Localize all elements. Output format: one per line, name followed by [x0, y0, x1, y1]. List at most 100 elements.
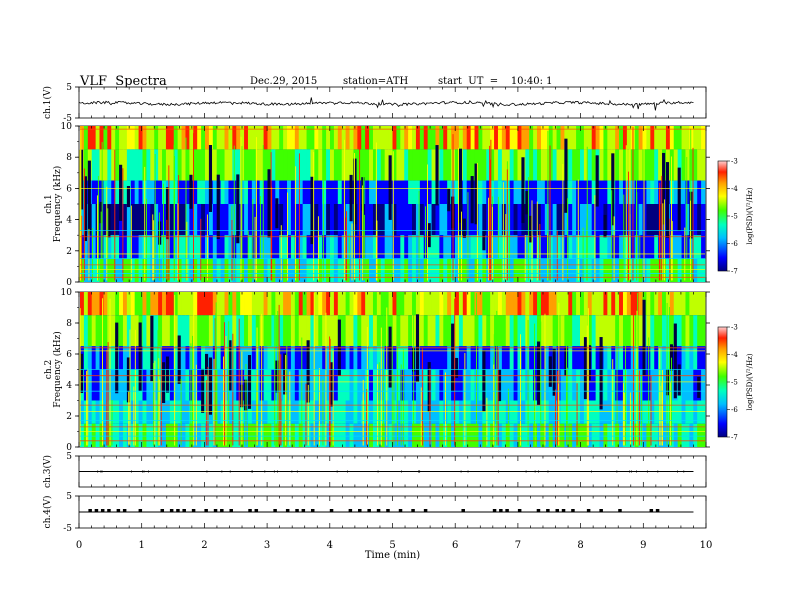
spec-cell [216, 258, 222, 282]
spec-cell [126, 315, 132, 347]
spec-cell [205, 315, 210, 347]
ch4-pulse [358, 509, 362, 512]
spec-cell [361, 315, 366, 347]
spec-cell [173, 292, 179, 316]
spec-cell [662, 346, 667, 370]
spec-cell [537, 149, 542, 181]
spec-cell [197, 126, 202, 150]
spec-cell [189, 258, 194, 282]
spec-cell [318, 235, 323, 259]
spec-void [669, 344, 673, 371]
spec-cell [142, 423, 147, 447]
spec-cell [130, 423, 136, 447]
spec-cell [212, 258, 218, 282]
spec-cell [263, 126, 268, 150]
spec-cell [517, 149, 522, 181]
ch4-pulse [176, 509, 180, 512]
spec-cell [392, 400, 397, 424]
spec-cell [517, 292, 522, 316]
spec-cell [525, 423, 530, 447]
spec-cell [517, 346, 522, 370]
spec-cell [513, 423, 518, 447]
spec-cell [576, 315, 581, 347]
spec-cell [357, 400, 362, 424]
spec-cell [697, 149, 702, 181]
spec-cell [83, 258, 89, 282]
spec-cell [435, 400, 440, 424]
spec-cell [650, 180, 655, 204]
spec-cell [626, 346, 632, 370]
spec-cell [103, 400, 108, 424]
spec-void [119, 164, 123, 221]
spec-cell [494, 346, 499, 370]
spec-cell [529, 400, 534, 424]
spec-cell [298, 204, 304, 236]
spec-cell [236, 292, 241, 316]
spec-cell [103, 204, 108, 236]
spec-cell [322, 258, 327, 282]
spec-cell [228, 258, 233, 282]
spec-cell [212, 180, 218, 204]
spec-cell [154, 346, 159, 370]
spec-cell [552, 235, 557, 259]
spec-cell [122, 315, 128, 347]
spec-cell [662, 423, 667, 447]
spec-void [353, 158, 357, 225]
spec-cell [501, 149, 507, 181]
x-axis-label: Time (min) [365, 550, 420, 561]
spec-cell [380, 423, 386, 447]
spec-cell [415, 180, 421, 204]
spec-cell [259, 204, 264, 236]
spec-cell [87, 400, 93, 424]
spec-cell [111, 258, 116, 282]
spec-cell [392, 315, 397, 347]
spec-cell [599, 149, 604, 181]
spec-cell [134, 400, 139, 424]
spec-cell [107, 292, 112, 316]
spec-cell [626, 126, 632, 150]
spec-cell [197, 180, 202, 204]
spec-cell [595, 204, 600, 236]
spec-cell [322, 423, 327, 447]
spec-cell [552, 258, 557, 282]
spec-cell [603, 346, 608, 370]
spec-cell [275, 149, 280, 181]
spec-cell [408, 204, 413, 236]
ch4-pulse [254, 509, 259, 512]
spec-cell [466, 346, 472, 370]
colorbar-tick-label: -7 [731, 268, 738, 276]
spec-cell [181, 346, 186, 370]
spec-cell [626, 149, 632, 181]
spec-cell [693, 346, 698, 370]
spec-cell [353, 315, 358, 347]
spec-cell [650, 258, 655, 282]
spec-cell [580, 258, 585, 282]
spec-cell [443, 315, 448, 347]
spec-cell [689, 149, 694, 181]
spec-cell [134, 346, 139, 370]
spec-cell [247, 423, 253, 447]
spec-cell [458, 346, 464, 370]
spec-cell [337, 180, 343, 204]
spec-cell [134, 204, 139, 236]
spec-cell [568, 369, 573, 401]
spec-cell [201, 235, 206, 259]
spec-cell [290, 346, 296, 370]
spec-cell [314, 292, 319, 316]
spec-void [310, 176, 314, 245]
spec-cell [615, 235, 620, 259]
spec-cell [646, 204, 651, 236]
colorbar-tick-label: -3 [731, 324, 738, 332]
spec-cell [372, 180, 378, 204]
spec-void [228, 340, 232, 391]
spec-cell [349, 423, 354, 447]
spec-cell [665, 423, 671, 447]
spec-cell [513, 235, 518, 259]
spec-cell [701, 346, 706, 370]
ch4-pulse [546, 509, 550, 512]
spec-cell [404, 235, 409, 259]
spec-cell [337, 258, 343, 282]
spec-cell [470, 346, 475, 370]
spec-cell [400, 400, 405, 424]
spec-cell [201, 204, 206, 236]
